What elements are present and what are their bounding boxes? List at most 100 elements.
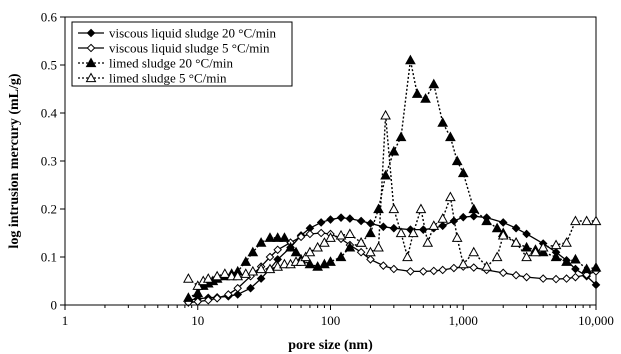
data-point xyxy=(255,263,267,274)
data-point xyxy=(365,246,376,257)
legend-item: limed sludge 5 °C/min xyxy=(78,71,227,86)
series-line xyxy=(187,115,596,287)
legend-item: limed sludge 20 °C/min xyxy=(78,56,234,71)
data-point xyxy=(247,246,259,257)
y-tick-label: 0 xyxy=(51,298,58,313)
data-point xyxy=(183,273,194,283)
data-point xyxy=(203,295,213,305)
data-point xyxy=(451,155,463,166)
legend-swatch-marker xyxy=(86,43,96,53)
data-point xyxy=(570,215,581,226)
y-axis-title: log intrusion mercury (mL/g) xyxy=(7,73,22,248)
data-point xyxy=(438,265,447,275)
data-point xyxy=(562,274,571,283)
data-point xyxy=(192,280,204,290)
data-point xyxy=(316,228,326,238)
data-point xyxy=(411,88,423,98)
data-point xyxy=(510,237,522,247)
data-point xyxy=(497,229,509,240)
y-tick-label: 0.5 xyxy=(41,58,57,73)
y-tick-label: 0.2 xyxy=(41,202,57,217)
series-line xyxy=(188,60,597,299)
data-point xyxy=(537,241,549,252)
data-point xyxy=(325,256,336,266)
data-point xyxy=(550,239,562,250)
data-point xyxy=(481,261,492,271)
data-point xyxy=(481,215,492,226)
data-point xyxy=(344,241,356,252)
data-point xyxy=(449,263,459,273)
data-point xyxy=(192,287,204,298)
data-point xyxy=(521,241,532,252)
data-point xyxy=(511,223,521,233)
data-point xyxy=(469,263,479,272)
data-point xyxy=(591,280,601,290)
data-point xyxy=(356,216,366,226)
data-point xyxy=(571,272,580,282)
data-point xyxy=(538,274,548,283)
legend-swatch-marker xyxy=(86,28,96,38)
data-point xyxy=(345,214,355,223)
series-3 xyxy=(183,54,602,302)
data-point xyxy=(380,109,391,120)
data-point xyxy=(219,268,231,278)
legend-swatch-marker xyxy=(85,57,97,68)
data-point xyxy=(469,211,479,221)
data-point xyxy=(233,283,243,293)
x-tick-label: 1 xyxy=(62,313,69,328)
data-point xyxy=(405,54,416,65)
data-point xyxy=(445,191,456,202)
x-axis-title: pore size (nm) xyxy=(288,338,373,353)
data-point xyxy=(407,227,419,238)
data-point xyxy=(312,241,323,252)
data-point xyxy=(402,251,413,262)
data-point xyxy=(428,220,440,230)
data-point xyxy=(290,246,302,257)
legend-label: viscous liquid sludge 20 °C/min xyxy=(109,26,276,41)
data-point xyxy=(265,252,275,262)
data-point xyxy=(388,203,400,214)
data-point xyxy=(272,232,284,242)
data-point xyxy=(581,215,592,226)
data-point xyxy=(264,263,276,274)
axes-layer: 1 10 100 1,000 10,000 0 0.1 0.2 0.3 0.4 0.5 0.6 xyxy=(41,10,614,329)
data-point xyxy=(537,246,549,257)
data-point xyxy=(415,203,427,214)
data-point xyxy=(437,117,449,127)
y-tick-label: 0.4 xyxy=(41,106,58,121)
data-point xyxy=(366,255,375,264)
data-point xyxy=(335,251,347,262)
data-point xyxy=(437,213,449,223)
data-point xyxy=(211,270,223,281)
data-point xyxy=(491,251,503,262)
data-point xyxy=(355,237,367,247)
data-point xyxy=(296,232,306,242)
data-point xyxy=(380,169,391,180)
data-point xyxy=(325,232,336,242)
data-point xyxy=(300,251,312,262)
data-point xyxy=(304,246,316,257)
data-point xyxy=(183,292,194,302)
data-point xyxy=(232,270,244,281)
data-point xyxy=(570,253,581,264)
data-point xyxy=(373,241,384,252)
data-point xyxy=(445,131,456,142)
data-point xyxy=(457,167,469,178)
data-point xyxy=(522,229,531,239)
data-point xyxy=(279,232,290,242)
data-point xyxy=(468,203,480,214)
data-point xyxy=(429,266,439,276)
data-point xyxy=(418,267,428,276)
series-4 xyxy=(183,109,602,290)
data-point xyxy=(212,293,222,303)
data-point xyxy=(561,237,572,247)
data-point xyxy=(273,245,282,255)
data-point xyxy=(389,223,399,233)
x-tick-label: 10 xyxy=(191,313,204,328)
data-point xyxy=(522,272,531,282)
y-tick-label: 0.1 xyxy=(41,250,57,265)
data-point xyxy=(395,227,407,238)
x-tick-label: 1,000 xyxy=(449,313,478,328)
data-point xyxy=(521,251,532,262)
